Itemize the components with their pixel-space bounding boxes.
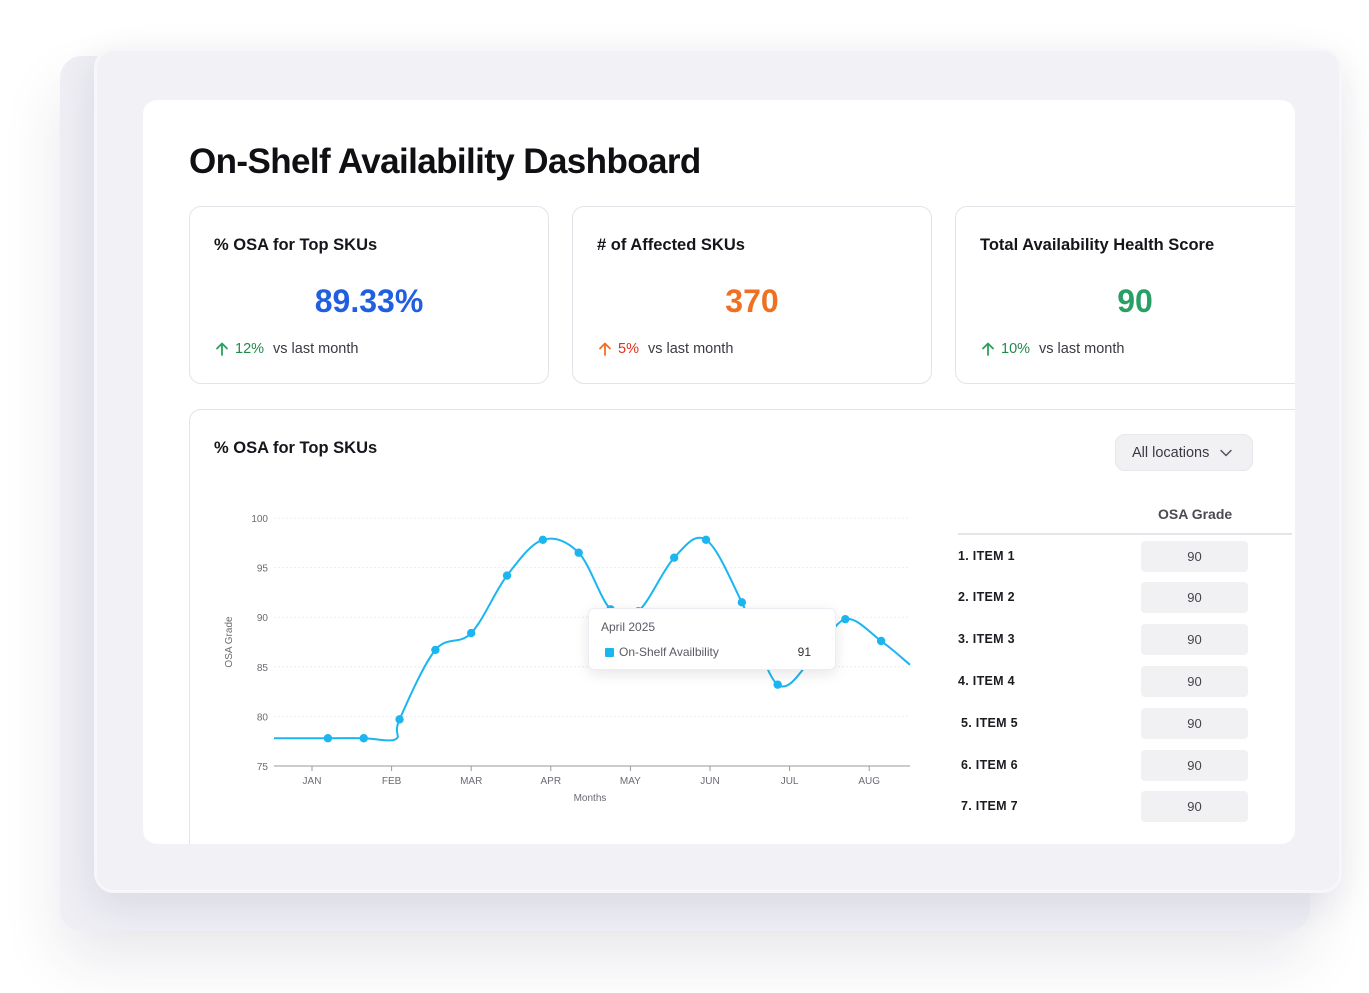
kpi-card-health-score: Total Availability Health Score 90 10% v… [955,206,1295,384]
grade-row: 5. ITEM 5 90 [958,708,1288,740]
grade-item-label: 3. ITEM 3 [958,632,1015,646]
kpi-title: Total Availability Health Score [980,236,1215,254]
grade-item-label: 6. ITEM 6 [961,758,1018,772]
data-point [737,598,747,607]
data-point [574,548,583,557]
tooltip-title: April 2025 [601,620,656,634]
osa-chart-panel: % OSA for Top SKUs All locations 75 80 85 9… [189,409,1295,844]
x-tick-label: JUN [700,776,719,787]
tooltip-row: On-Shelf Availbility 91 [605,645,811,659]
kpi-change-text: vs last month [273,341,359,357]
data-point [323,734,333,743]
grade-item-value: 90 [1141,666,1248,697]
y-tick-label: 95 [257,564,269,575]
panel-title: % OSA for Top SKUs [214,439,378,457]
data-point [773,680,782,689]
x-tick-label: AUG [858,776,880,787]
x-tick-label: APR [541,776,562,787]
kpi-change-text: vs last month [1039,341,1125,357]
arrow-up-icon [216,342,228,356]
x-axis-title: Months [574,793,607,804]
x-tick-label: JAN [303,776,322,787]
grade-item-value: 90 [1141,791,1248,822]
kpi-change-text: vs last month [647,341,734,357]
kpi-change: 10% vs last month [980,341,1124,357]
grade-item-value: 90 [1141,582,1248,613]
grade-item-value: 90 [1141,708,1248,739]
data-point [701,535,711,545]
x-tick-label: MAY [620,776,641,787]
grade-item-label: 5. ITEM 5 [961,716,1018,730]
kpi-value: 90 [1117,283,1153,319]
kpi-title: # of Affected SKUs [597,236,745,254]
kpi-title: % OSA for Top SKUs [214,236,378,254]
y-tick-label: 80 [257,712,269,723]
series-swatch [605,647,614,657]
data-point [669,553,679,562]
y-tick-label: 100 [251,514,268,525]
grade-row: 4. ITEM 4 90 [958,666,1288,698]
grade-row: 7. ITEM 7 90 [958,791,1288,823]
kpi-change-percent: 10% [1001,341,1031,357]
page-title: On-Shelf Availability Dashboard [189,142,701,181]
kpi-value: 89.33% [314,283,424,319]
y-tick-label: 90 [257,613,269,624]
grade-item-value: 90 [1141,750,1248,781]
grade-column-header: OSA Grade [1158,506,1233,522]
grade-item-value: 90 [1141,541,1248,572]
kpi-change-percent: 12% [235,341,265,357]
dashboard-card: On-Shelf Availability Dashboard % OSA fo… [143,100,1295,844]
grade-row: 2. ITEM 2 90 [958,582,1288,614]
y-axis-title: OSA Grade [224,616,235,668]
tooltip-value: 91 [797,645,811,659]
kpi-value: 370 [725,283,779,319]
data-point [431,645,440,655]
y-tick-label: 75 [257,762,269,773]
data-point [467,628,476,638]
grade-item-label: 2. ITEM 2 [958,590,1015,604]
data-point [502,571,512,580]
arrow-up-icon [982,342,994,356]
data-point [876,636,886,646]
location-dropdown[interactable]: All locations [1115,434,1253,471]
data-point [359,734,368,743]
y-tick-label: 85 [257,663,269,674]
grade-item-label: 7. ITEM 7 [961,799,1018,813]
x-tick-label: JUL [781,776,799,787]
grade-item-label: 1. ITEM 1 [958,549,1015,563]
grade-table-header: OSA Grade [958,504,1292,535]
grade-item-value: 90 [1141,624,1248,655]
tooltip-series-name: On-Shelf Availbility [619,645,719,659]
arrow-up-icon [599,342,611,356]
data-point [395,715,404,724]
grade-row: 3. ITEM 3 90 [958,624,1288,656]
kpi-card-osa: % OSA for Top SKUs 89.33% 12% vs last mo… [189,206,549,384]
x-tick-label: MAR [460,776,482,787]
grade-row: 6. ITEM 6 90 [958,750,1288,782]
grade-row: 1. ITEM 1 90 [958,541,1288,573]
kpi-card-affected-skus: # of Affected SKUs 370 5% vs last month [572,206,932,384]
data-point [841,614,850,624]
chart-tooltip: April 2025 On-Shelf Availbility 91 [588,608,836,670]
location-dropdown-label: All locations [1132,444,1210,461]
kpi-change-percent: 5% [618,341,639,357]
data-point [538,535,548,545]
kpi-change: 5% vs last month [597,341,733,357]
x-tick-label: FEB [382,776,402,787]
grade-item-label: 4. ITEM 4 [958,674,1015,688]
kpi-change: 12% vs last month [214,341,358,357]
chevron-down-icon [1220,449,1233,456]
